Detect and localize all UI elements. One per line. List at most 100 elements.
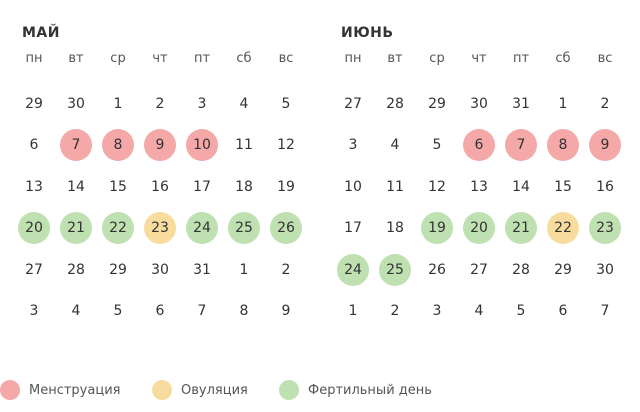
day-cell-ovulation-day[interactable]: 23 [139,208,181,250]
day-cell-day[interactable]: 7 [181,291,223,333]
day-cell-day[interactable]: 26 [416,249,458,291]
day-cell-day[interactable]: 16 [139,166,181,208]
day-number: 16 [596,178,614,195]
day-number: 13 [470,178,488,195]
day-cell-fertile-day[interactable]: 20 [13,208,55,250]
day-cell-day[interactable]: 3 [181,83,223,125]
day-cell-day[interactable]: 30 [584,249,626,291]
day-cell-menstruation-day[interactable]: 9 [584,125,626,167]
day-cell-day[interactable]: 19 [265,166,307,208]
day-cell-day[interactable]: 2 [265,249,307,291]
day-cell-day[interactable]: 4 [223,83,265,125]
day-cell-fertile-day[interactable]: 20 [458,208,500,250]
day-number: 2 [281,261,291,278]
day-cell-day[interactable]: 4 [458,291,500,333]
day-number: 15 [109,178,127,195]
day-cell-day[interactable]: 18 [374,208,416,250]
day-cell-fertile-day[interactable]: 25 [223,208,265,250]
day-cell-day[interactable]: 14 [500,166,542,208]
day-number: 12 [428,178,446,195]
day-cell-day[interactable]: 14 [55,166,97,208]
day-cell-day[interactable]: 1 [542,83,584,125]
day-cell-day[interactable]: 4 [374,125,416,167]
day-cell-day[interactable]: 9 [265,291,307,333]
day-cell-day[interactable]: 3 [416,291,458,333]
day-cell-day[interactable]: 5 [416,125,458,167]
day-cell-day[interactable]: 6 [542,291,584,333]
day-cell-day[interactable]: 2 [584,83,626,125]
day-cell-day[interactable]: 15 [97,166,139,208]
weekday-label: вс [278,50,294,66]
day-cell-day[interactable]: 3 [332,125,374,167]
day-cell-day[interactable]: 31 [500,83,542,125]
day-cell-day[interactable]: 27 [458,249,500,291]
day-cell-day[interactable]: 29 [97,249,139,291]
day-cell-day[interactable]: 28 [500,249,542,291]
day-cell-day[interactable]: 30 [458,83,500,125]
day-cell-fertile-day[interactable]: 19 [416,208,458,250]
day-cell-day[interactable]: 28 [374,83,416,125]
day-cell-day[interactable]: 2 [139,83,181,125]
day-cell-day[interactable]: 29 [542,249,584,291]
day-cell-day[interactable]: 12 [265,125,307,167]
day-cell-menstruation-day[interactable]: 8 [97,125,139,167]
day-cell-day[interactable]: 11 [223,125,265,167]
day-number: 7 [60,129,92,162]
day-cell-day[interactable]: 6 [13,125,55,167]
day-cell-menstruation-day[interactable]: 9 [139,125,181,167]
day-cell-day[interactable]: 27 [332,83,374,125]
day-cell-day[interactable]: 6 [139,291,181,333]
day-cell-menstruation-day[interactable]: 10 [181,125,223,167]
legend-item-fertile: Фертильный день [279,378,432,402]
day-cell-day[interactable]: 11 [374,166,416,208]
day-cell-day[interactable]: 1 [97,83,139,125]
day-number: 7 [600,303,610,320]
day-cell-menstruation-day[interactable]: 8 [542,125,584,167]
day-cell-day[interactable]: 1 [332,291,374,333]
day-cell-day[interactable]: 5 [97,291,139,333]
day-cell-day[interactable]: 17 [332,208,374,250]
day-cell-day[interactable]: 29 [416,83,458,125]
day-cell-day[interactable]: 16 [584,166,626,208]
day-cell-day[interactable]: 1 [223,249,265,291]
weekday-label: пн [344,50,362,66]
day-cell-fertile-day[interactable]: 25 [374,249,416,291]
day-cell-day[interactable]: 3 [13,291,55,333]
day-cell-day[interactable]: 13 [458,166,500,208]
day-cell-fertile-day[interactable]: 22 [97,208,139,250]
day-cell-day[interactable]: 28 [55,249,97,291]
day-cell-day[interactable]: 7 [584,291,626,333]
weekday-label: вт [68,50,84,66]
day-cell-fertile-day[interactable]: 26 [265,208,307,250]
day-cell-day[interactable]: 2 [374,291,416,333]
day-cell-day[interactable]: 4 [55,291,97,333]
day-cell-menstruation-day[interactable]: 7 [500,125,542,167]
day-cell-day[interactable]: 29 [13,83,55,125]
day-number: 24 [337,253,369,286]
day-cell-fertile-day[interactable]: 21 [55,208,97,250]
day-number: 5 [281,95,291,112]
day-cell-fertile-day[interactable]: 23 [584,208,626,250]
day-cell-ovulation-day[interactable]: 22 [542,208,584,250]
day-cell-day[interactable]: 8 [223,291,265,333]
day-cell-day[interactable]: 18 [223,166,265,208]
day-cell-day[interactable]: 13 [13,166,55,208]
day-cell-menstruation-day[interactable]: 7 [55,125,97,167]
day-cell-fertile-day[interactable]: 21 [500,208,542,250]
day-number: 26 [270,212,302,245]
day-cell-day[interactable]: 30 [139,249,181,291]
day-cell-day[interactable]: 30 [55,83,97,125]
day-cell-day[interactable]: 12 [416,166,458,208]
day-cell-day[interactable]: 27 [13,249,55,291]
day-cell-day[interactable]: 10 [332,166,374,208]
day-cell-menstruation-day[interactable]: 6 [458,125,500,167]
day-number: 10 [186,129,218,162]
day-cell-fertile-day[interactable]: 24 [332,249,374,291]
day-cell-day[interactable]: 5 [265,83,307,125]
day-cell-day[interactable]: 15 [542,166,584,208]
day-cell-day[interactable]: 5 [500,291,542,333]
week-row: 3 4 5 6 7 8 9 [13,291,313,333]
day-cell-fertile-day[interactable]: 24 [181,208,223,250]
day-cell-day[interactable]: 31 [181,249,223,291]
day-cell-day[interactable]: 17 [181,166,223,208]
